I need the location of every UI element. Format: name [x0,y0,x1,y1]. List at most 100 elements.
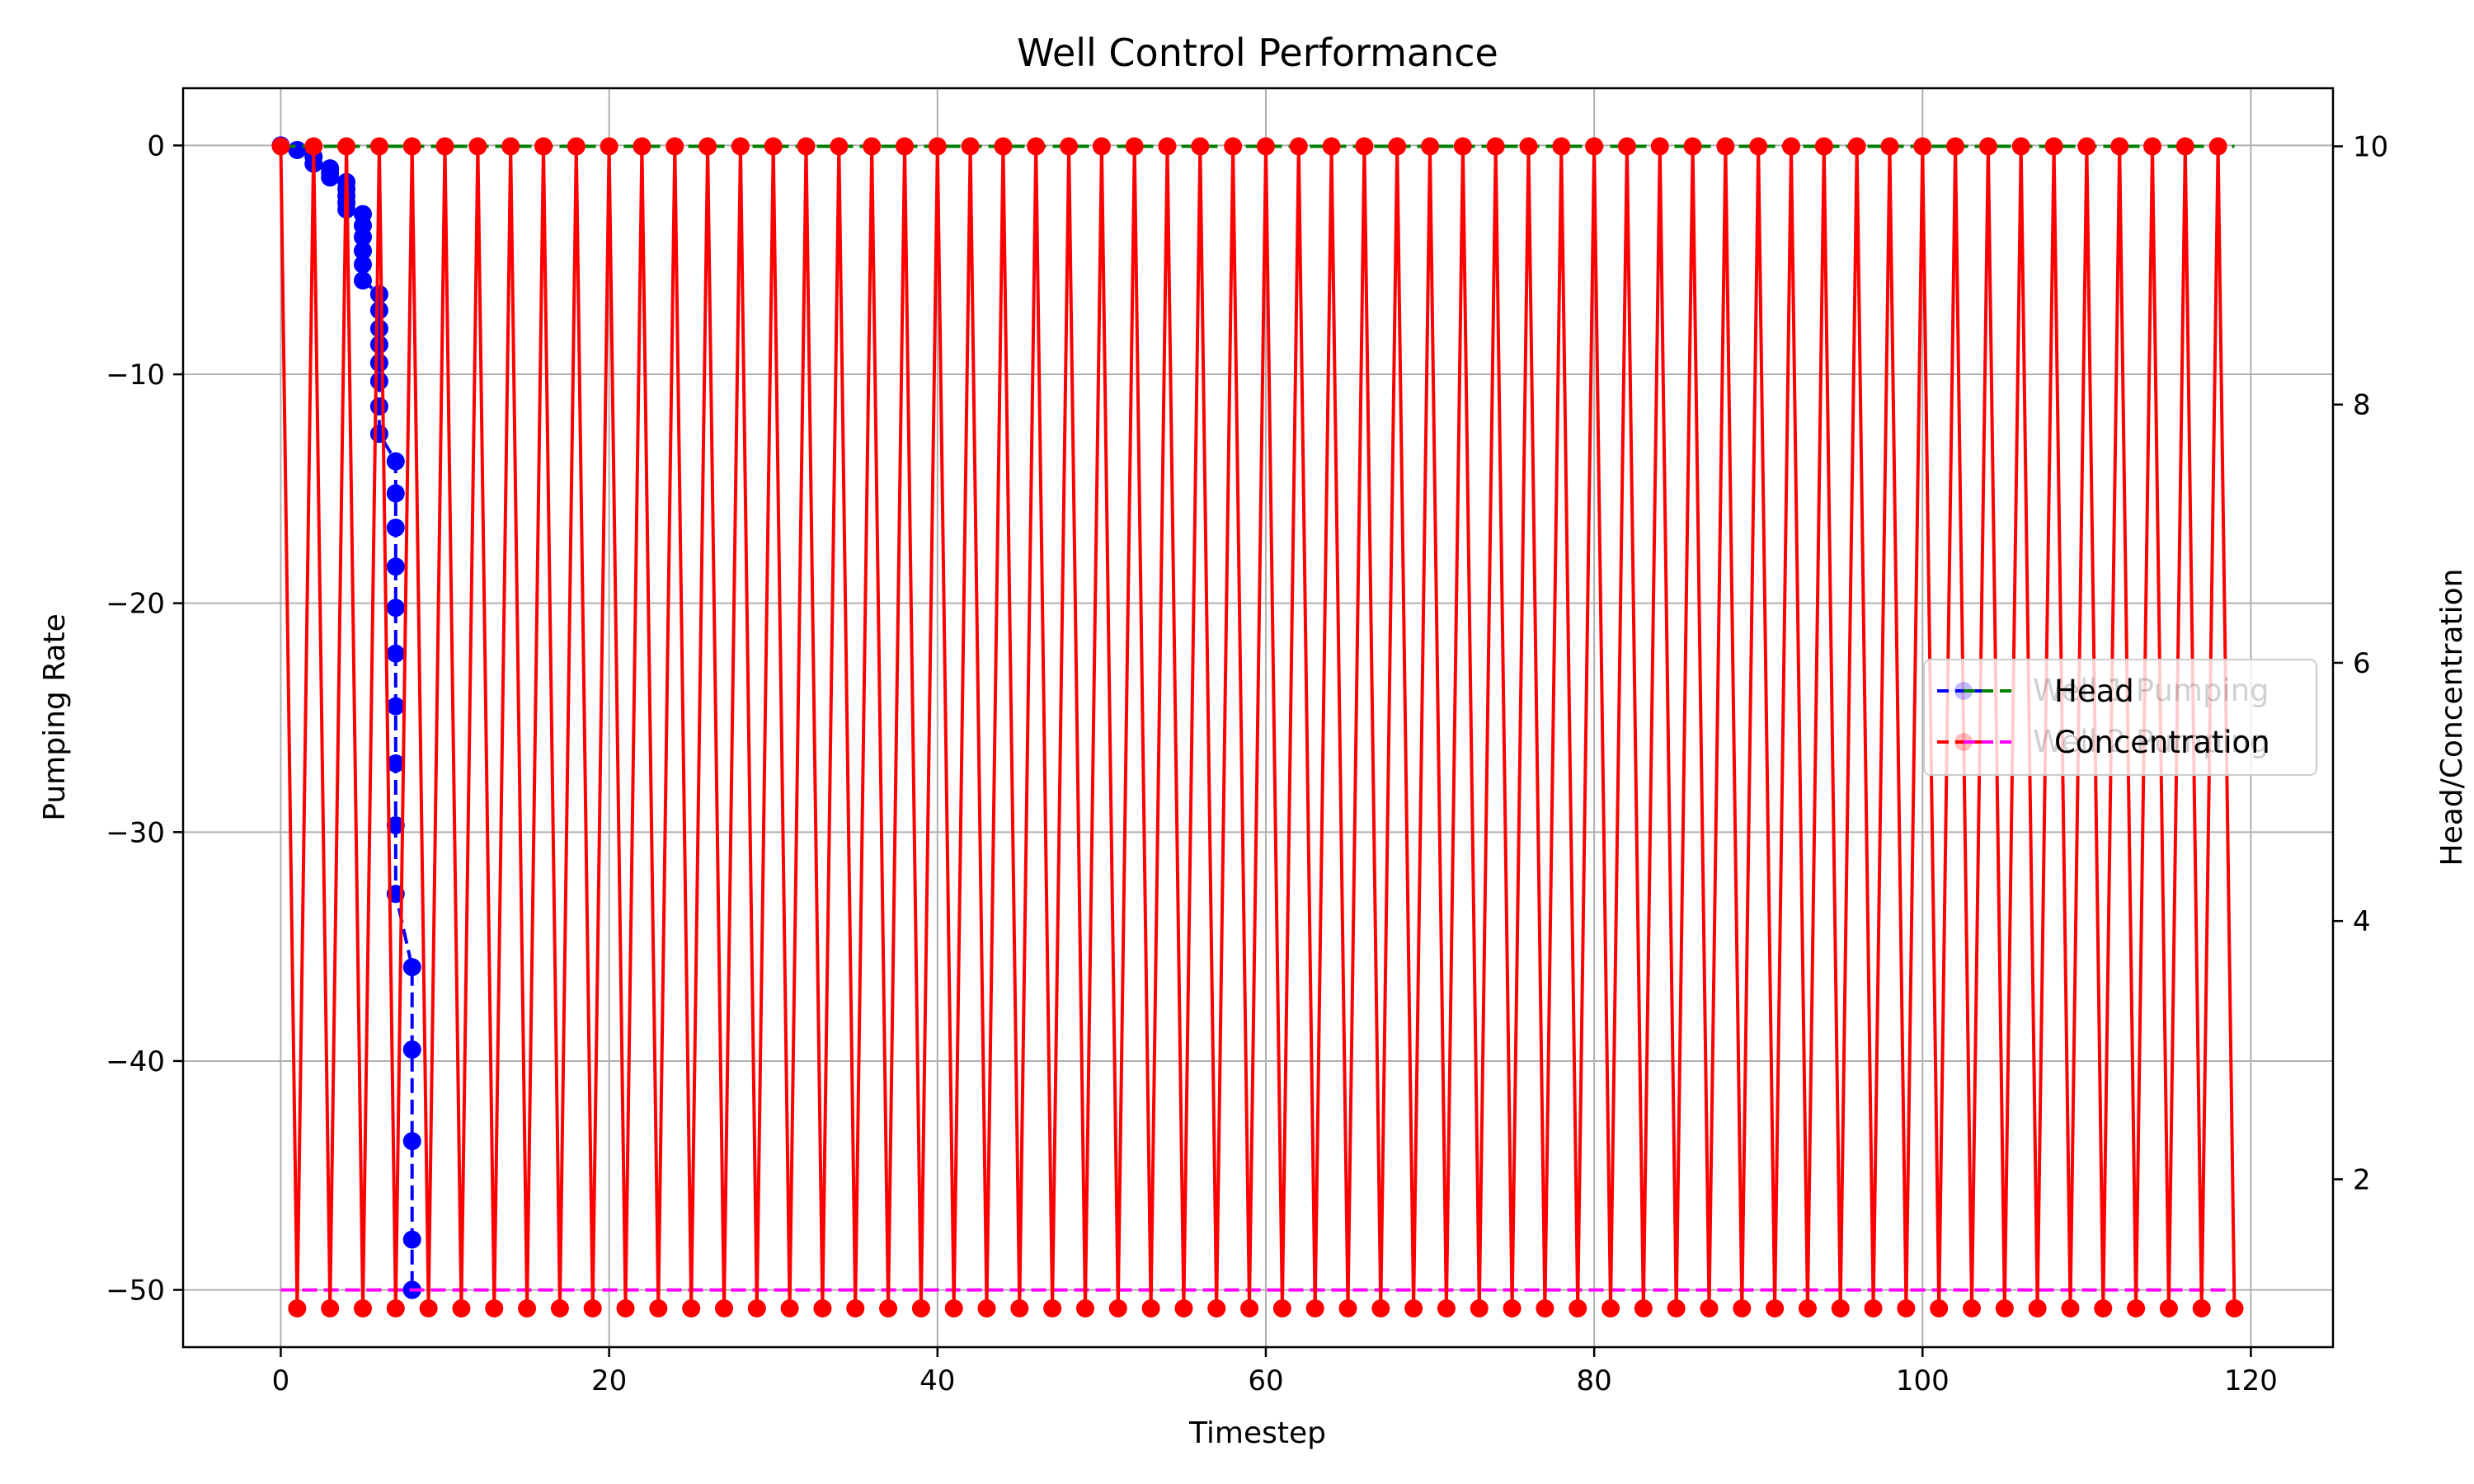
data-point [369,425,388,444]
data-point [386,599,405,618]
y-tick-label: −50 [106,1275,165,1308]
data-point [2028,1299,2047,1318]
data-point [1552,137,1571,156]
data-point [1650,137,1669,156]
data-point [2077,137,2096,156]
data-point [353,255,372,274]
data-point [1946,137,1965,156]
data-point [1191,137,1210,156]
data-point [1963,1299,1982,1318]
data-point [682,1299,701,1318]
data-point [1108,1299,1127,1318]
data-point [797,137,816,156]
data-point [1305,1299,1324,1318]
data-point [501,137,520,156]
data-point [944,1299,963,1318]
data-point [1470,1299,1489,1318]
data-point [2094,1299,2113,1318]
data-point [994,137,1013,156]
data-point [1240,1299,1259,1318]
data-point [321,1299,340,1318]
data-point [369,137,388,156]
plot-frame [181,87,2335,1349]
data-point [1486,137,1505,156]
data-point [813,1299,832,1318]
data-point [353,271,372,290]
data-point [1831,1299,1850,1318]
data-point [1207,1299,1226,1318]
data-point [337,137,356,156]
data-point [1355,137,1374,156]
series-line [280,143,414,1290]
data-point [386,557,405,576]
data-point [1814,137,1833,156]
data-point [1733,1299,1752,1318]
data-point [1847,137,1866,156]
y-axis-label: Pumping Rate [38,613,72,820]
y2-tick-label: 2 [2353,1163,2371,1196]
data-point [747,1299,766,1318]
data-point [1075,1299,1094,1318]
plot-area [271,136,2244,1318]
data-point [518,1299,537,1318]
data-point [452,1299,471,1318]
data-point [485,1299,504,1318]
y2-axis-label: Head/Concentration [2435,569,2469,866]
data-point [1371,1299,1390,1318]
x-tick-label: 20 [591,1364,627,1397]
data-point [369,284,388,303]
y2-tick-label: 8 [2353,389,2371,422]
data-point [1388,137,1407,156]
data-point [1897,1299,1916,1318]
data-point [550,1299,569,1318]
data-point [1256,137,1275,156]
data-point [1716,137,1735,156]
data-point [1585,137,1604,156]
data-point [600,137,618,156]
data-point [1634,1299,1653,1318]
legend: Well 1 Pumping Well 2 Pumping Head Concentr… [1923,659,2317,776]
data-point [386,754,405,773]
y-tick-label: 0 [147,129,165,162]
x-tick-label: 40 [920,1364,955,1397]
data-point [764,137,783,156]
data-point [1289,137,1308,156]
data-point [1404,1299,1423,1318]
data-point [1453,137,1472,156]
data-point [1338,1299,1357,1318]
data-point [435,137,454,156]
data-point [2192,1299,2211,1318]
data-point [1798,1299,1817,1318]
data-point [1141,1299,1160,1318]
data-point [830,137,849,156]
data-point [386,484,405,503]
data-point [2208,137,2227,156]
data-point [961,137,980,156]
data-point [863,137,882,156]
chart-title: Well Control Performance [1017,31,1498,75]
data-point [386,644,405,663]
data-point [2110,137,2129,156]
data-point [1766,1299,1785,1318]
data-point [666,137,684,156]
y2-tick-label: 10 [2353,130,2388,163]
data-point [468,137,487,156]
data-point [1749,137,1768,156]
legend-label: Concentration [2054,725,2270,760]
y-tick-label: −40 [106,1045,165,1078]
data-point [1782,137,1801,156]
data-point [1683,137,1702,156]
data-point [1569,1299,1587,1318]
data-point [2011,137,2030,156]
x-tick-label: 60 [1248,1364,1283,1397]
data-point [1421,137,1440,156]
data-point [419,1299,438,1318]
x-axis-label: Timestep [1188,1416,1326,1450]
y-tick-label: −20 [106,588,165,621]
data-point [879,1299,898,1318]
data-point [353,1299,372,1318]
data-point [534,137,553,156]
data-point [1667,1299,1686,1318]
data-point [2143,137,2162,156]
data-point [780,1299,799,1318]
